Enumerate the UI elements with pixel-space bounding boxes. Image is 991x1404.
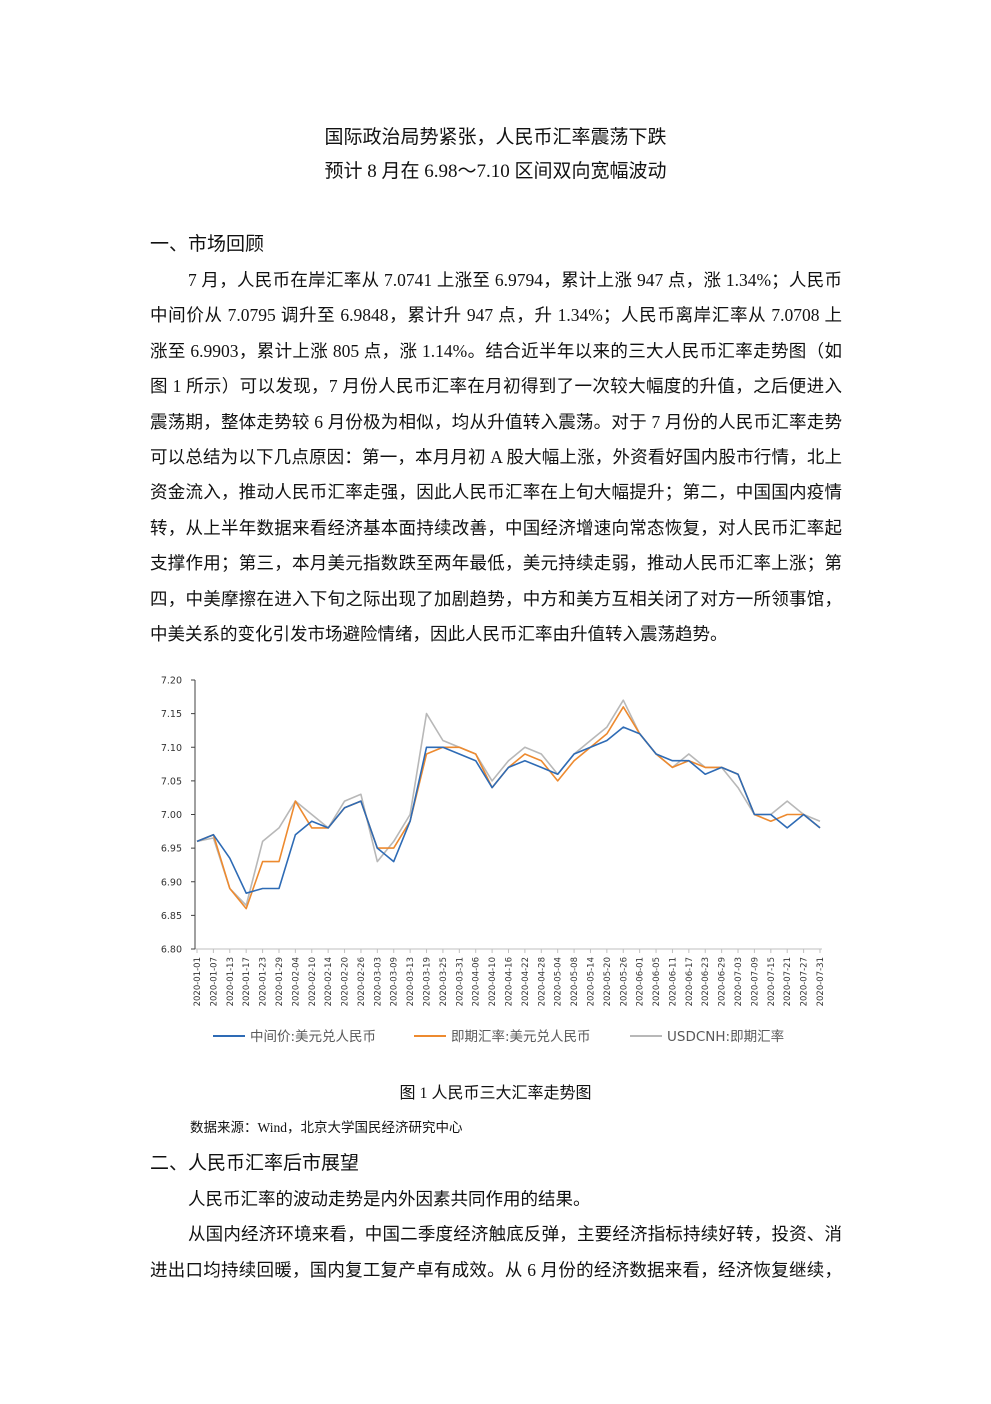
section: 二、人民币汇率后市展望 人民币汇率的波动走势是内外因素共同作用的结果。从国内经济… bbox=[150, 1145, 842, 1288]
x-tick-label: 2020-07-15 bbox=[767, 957, 777, 1006]
text-line: 中美关系的变化引发市场避险情绪，因此人民币汇率由升值转入震荡趋势。 bbox=[150, 623, 728, 644]
series-line bbox=[196, 726, 821, 894]
figure-source: 数据来源：Wind，北京大学国民经济研究中心 bbox=[190, 1120, 463, 1135]
text-line: 7 月，人民币在岸汇率从 7.0741 上涨至 6.9794，累计上涨 947 … bbox=[188, 270, 842, 290]
x-tick-label: 2020-02-20 bbox=[341, 957, 351, 1006]
text-line: 进出口均持续回暖，国内复工复产卓有成效。从 6 月份的经济数据来看，经济恢复继续… bbox=[150, 1259, 842, 1280]
chart: 6.80 6.85 6.90 6.95 7.00 7.05 7.10 7.15 7.20 2020… bbox=[161, 676, 826, 1046]
x-tick-label: 2020-05-20 bbox=[603, 957, 613, 1006]
x-tick-label: 2020-03-03 bbox=[373, 957, 383, 1006]
x-tick-label: 2020-01-17 bbox=[242, 957, 252, 1006]
x-tick-label: 2020-05-04 bbox=[554, 957, 564, 1006]
x-tick-label: 2020-01-07 bbox=[209, 957, 219, 1006]
section: 一、市场回顾 7 月，人民币在岸汇率从 7.0741 上涨至 6.9794，累计… bbox=[150, 226, 842, 652]
y-tick-label: 6.85 bbox=[161, 911, 182, 922]
y-tick-label: 6.95 bbox=[161, 844, 182, 855]
x-tick-label: 2020-03-13 bbox=[406, 957, 416, 1006]
series-line bbox=[196, 699, 821, 907]
x-tick-label: 2020-07-03 bbox=[734, 957, 744, 1006]
x-tick-label: 2020-04-22 bbox=[521, 957, 531, 1006]
x-tick-label: 2020-03-09 bbox=[390, 957, 400, 1006]
text-line: 涨至 6.9903，累计上涨 805 点，涨 1.14%。结合近半年以来的三大人… bbox=[150, 340, 842, 361]
legend-label: 即期汇率:美元兑人民币 bbox=[451, 1028, 591, 1045]
x-tick-label: 2020-06-01 bbox=[636, 957, 646, 1006]
y-tick-label: 7.20 bbox=[161, 676, 182, 687]
y-tick-label: 7.05 bbox=[161, 776, 182, 787]
y-tick-label: 7.10 bbox=[161, 743, 182, 754]
x-tick-label: 2020-04-16 bbox=[505, 957, 515, 1006]
x-tick-label: 2020-01-13 bbox=[226, 957, 236, 1006]
x-tick-label: 2020-07-21 bbox=[783, 957, 793, 1006]
x-tick-label: 2020-06-23 bbox=[701, 957, 711, 1006]
x-tick-label: 2020-03-19 bbox=[423, 957, 433, 1006]
text-line: 四，中美摩擦在进入下旬之际出现了加剧趋势，中方和美方互相关闭了对方一所领事馆， bbox=[150, 588, 842, 609]
text-line: 中间价从 7.0795 调升至 6.9848，累计升 947 点，升 1.34%… bbox=[150, 305, 842, 326]
x-tick-label: 2020-01-01 bbox=[193, 957, 203, 1006]
figure-caption: 图 1 人民币三大汇率走势图 bbox=[399, 1085, 592, 1102]
x-tick-label: 2020-06-29 bbox=[718, 957, 728, 1006]
x-tick-label: 2020-05-08 bbox=[570, 957, 580, 1006]
title-line: 国际政治局势紧张，人民币汇率震荡下跌 bbox=[324, 127, 667, 148]
x-tick-label: 2020-01-29 bbox=[275, 957, 285, 1006]
text-line: 从国内经济环境来看，中国二季度经济触底反弹，主要经济指标持续好转，投资、消费、 bbox=[188, 1224, 842, 1245]
title-line: 预计 8 月在 6.98～7.10 区间双向宽幅波动 bbox=[324, 161, 667, 182]
x-tick-label: 2020-02-14 bbox=[324, 957, 334, 1006]
x-tick-label: 2020-07-09 bbox=[750, 957, 760, 1006]
x-tick-label: 2020-02-04 bbox=[291, 957, 301, 1006]
x-tick-label: 2020-07-31 bbox=[816, 957, 826, 1006]
x-tick-label: 2020-07-27 bbox=[800, 957, 810, 1006]
legend-label: USDCNH:即期汇率 bbox=[667, 1028, 784, 1045]
x-tick-label: 2020-06-05 bbox=[652, 957, 662, 1006]
y-tick-label: 6.90 bbox=[161, 877, 182, 888]
x-tick-label: 2020-06-17 bbox=[685, 957, 695, 1006]
x-tick-label: 2020-05-14 bbox=[586, 957, 596, 1006]
x-tick-label: 2020-04-06 bbox=[472, 957, 482, 1006]
x-tick-label: 2020-06-11 bbox=[668, 957, 678, 1006]
text-line: 人民币汇率的波动走势是内外因素共同作用的结果。 bbox=[188, 1189, 591, 1209]
text-line: 震荡期，整体走势较 6 月份极为相似，均从升值转入震荡。对于 7 月份的人民币汇… bbox=[150, 411, 842, 432]
x-tick-label: 2020-02-10 bbox=[308, 957, 318, 1006]
legend-label: 中间价:美元兑人民币 bbox=[250, 1029, 376, 1045]
x-tick-label: 2020-01-23 bbox=[259, 957, 269, 1006]
x-tick-label: 2020-05-26 bbox=[619, 957, 629, 1006]
x-tick-label: 2020-04-28 bbox=[537, 957, 547, 1006]
y-tick-label: 6.80 bbox=[161, 945, 182, 956]
text-line: 支撑作用；第三，本月美元指数跌至两年最低，美元持续走弱，推动人民币汇率上涨；第 bbox=[150, 553, 842, 574]
text-line: 转，从上半年数据来看经济基本面持续改善，中国经济增速向常态恢复，对人民币汇率起 bbox=[150, 517, 842, 538]
y-tick-label: 7.00 bbox=[161, 810, 182, 821]
text-line: 资金流入，推动人民币汇率走强，因此人民币汇率在上旬大幅提升；第二，中国国内疫情好 bbox=[150, 482, 842, 503]
x-tick-label: 2020-03-25 bbox=[439, 957, 449, 1006]
text-line: 图 1 所示）可以发现，7 月份人民币汇率在月初得到了一次较大幅度的升值，之后便… bbox=[150, 376, 842, 397]
x-tick-label: 2020-02-26 bbox=[357, 957, 367, 1006]
x-tick-label: 2020-03-31 bbox=[455, 957, 465, 1006]
section-heading: 二、人民币汇率后市展望 bbox=[150, 1153, 360, 1174]
text-line: 可以总结为以下几点原因：第一，本月月初 A 股大幅上涨，外资看好国内股市行情，北… bbox=[150, 446, 842, 467]
y-tick-label: 7.15 bbox=[161, 709, 182, 720]
x-tick-label: 2020-04-10 bbox=[488, 957, 498, 1006]
section-heading: 一、市场回顾 bbox=[150, 234, 265, 255]
